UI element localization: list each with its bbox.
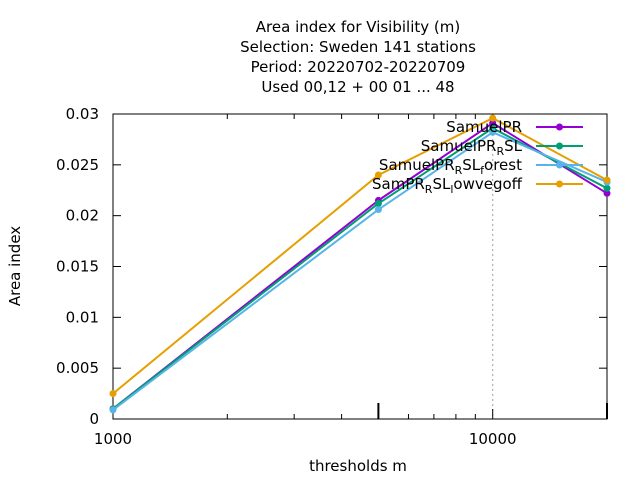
series-3-point (374, 206, 382, 214)
y-tick-label: 0.02 (66, 207, 99, 225)
legend-label-part: R (455, 164, 463, 177)
title-line: Area index for Visibility (m) (256, 18, 460, 36)
legend-label-part: SamuelPR (379, 156, 455, 174)
series-line-1 (112, 121, 608, 410)
series-3-point (489, 128, 497, 136)
series-lines (109, 114, 611, 414)
y-tick-label: 0 (89, 410, 99, 428)
y-tick-label: 0.03 (66, 105, 99, 123)
legend-label-part: R (425, 183, 433, 196)
legend-label-4: SamPRRSLlowvegoff (372, 175, 523, 196)
series-4-point (603, 176, 611, 184)
y-tick-label: 0.015 (56, 258, 99, 276)
title-line: Used 00,12 + 00 01 ... 48 (261, 78, 454, 96)
series-line-3 (112, 131, 608, 411)
x-tick-label: 10000 (469, 430, 517, 448)
legend-label-part: SamuelPR (446, 118, 522, 136)
title-line: Period: 20220702-20220709 (251, 58, 466, 76)
legend-label-part: orest (484, 156, 522, 174)
axes: 0 0.005 0.01 0.015 0.02 0.025 0.03 1000 10000 (56, 105, 608, 448)
series-2-point (603, 184, 611, 192)
legend-marker-4 (556, 180, 563, 188)
x-axis-label: thresholds m (309, 457, 407, 475)
series-line-2 (112, 127, 608, 410)
legend-label-part: R (496, 145, 504, 158)
plot-frame (112, 113, 608, 420)
legend-label-1: SamuelPR (446, 118, 522, 136)
legend-marker-1 (556, 123, 563, 131)
legend-label-2: SamuelPRRSL (421, 137, 523, 158)
legend-label-part: SL (462, 156, 481, 174)
title-line: Selection: Sweden 141 stations (240, 38, 476, 56)
chart-title: Area index for Visibility (m) Selection: … (240, 18, 476, 96)
series-2-point (374, 199, 382, 207)
legend-label-part: SamuelPR (421, 137, 497, 155)
y-tick-label: 0.005 (56, 359, 99, 377)
legend-label-part: f (480, 164, 485, 177)
legend-label-part: SL (504, 137, 523, 155)
legend-label-part: owvegoff (453, 175, 522, 193)
series-1-point (603, 189, 611, 197)
series-4-point (374, 171, 382, 179)
y-tick-label: 0.01 (66, 308, 99, 326)
legend: SamuelPRSamuelPRRSLSamuelPRRSLforestSamP… (372, 118, 583, 196)
legend-label-part: SamPR (372, 175, 425, 193)
y-axis-label: Area index (6, 226, 24, 306)
legend-label-3: SamuelPRRSLforest (379, 156, 522, 177)
legend-label-part: l (450, 183, 453, 196)
series-4-point (109, 390, 117, 398)
series-4-point (489, 114, 497, 122)
legend-marker-3 (556, 161, 563, 169)
y-tick-label: 0.025 (56, 156, 99, 174)
series-line-4 (112, 116, 608, 395)
series-1-point (489, 119, 497, 127)
series-3-point (109, 406, 117, 414)
x-tick-label: 1000 (94, 430, 132, 448)
legend-marker-2 (556, 142, 563, 150)
legend-label-part: SL (432, 175, 451, 193)
